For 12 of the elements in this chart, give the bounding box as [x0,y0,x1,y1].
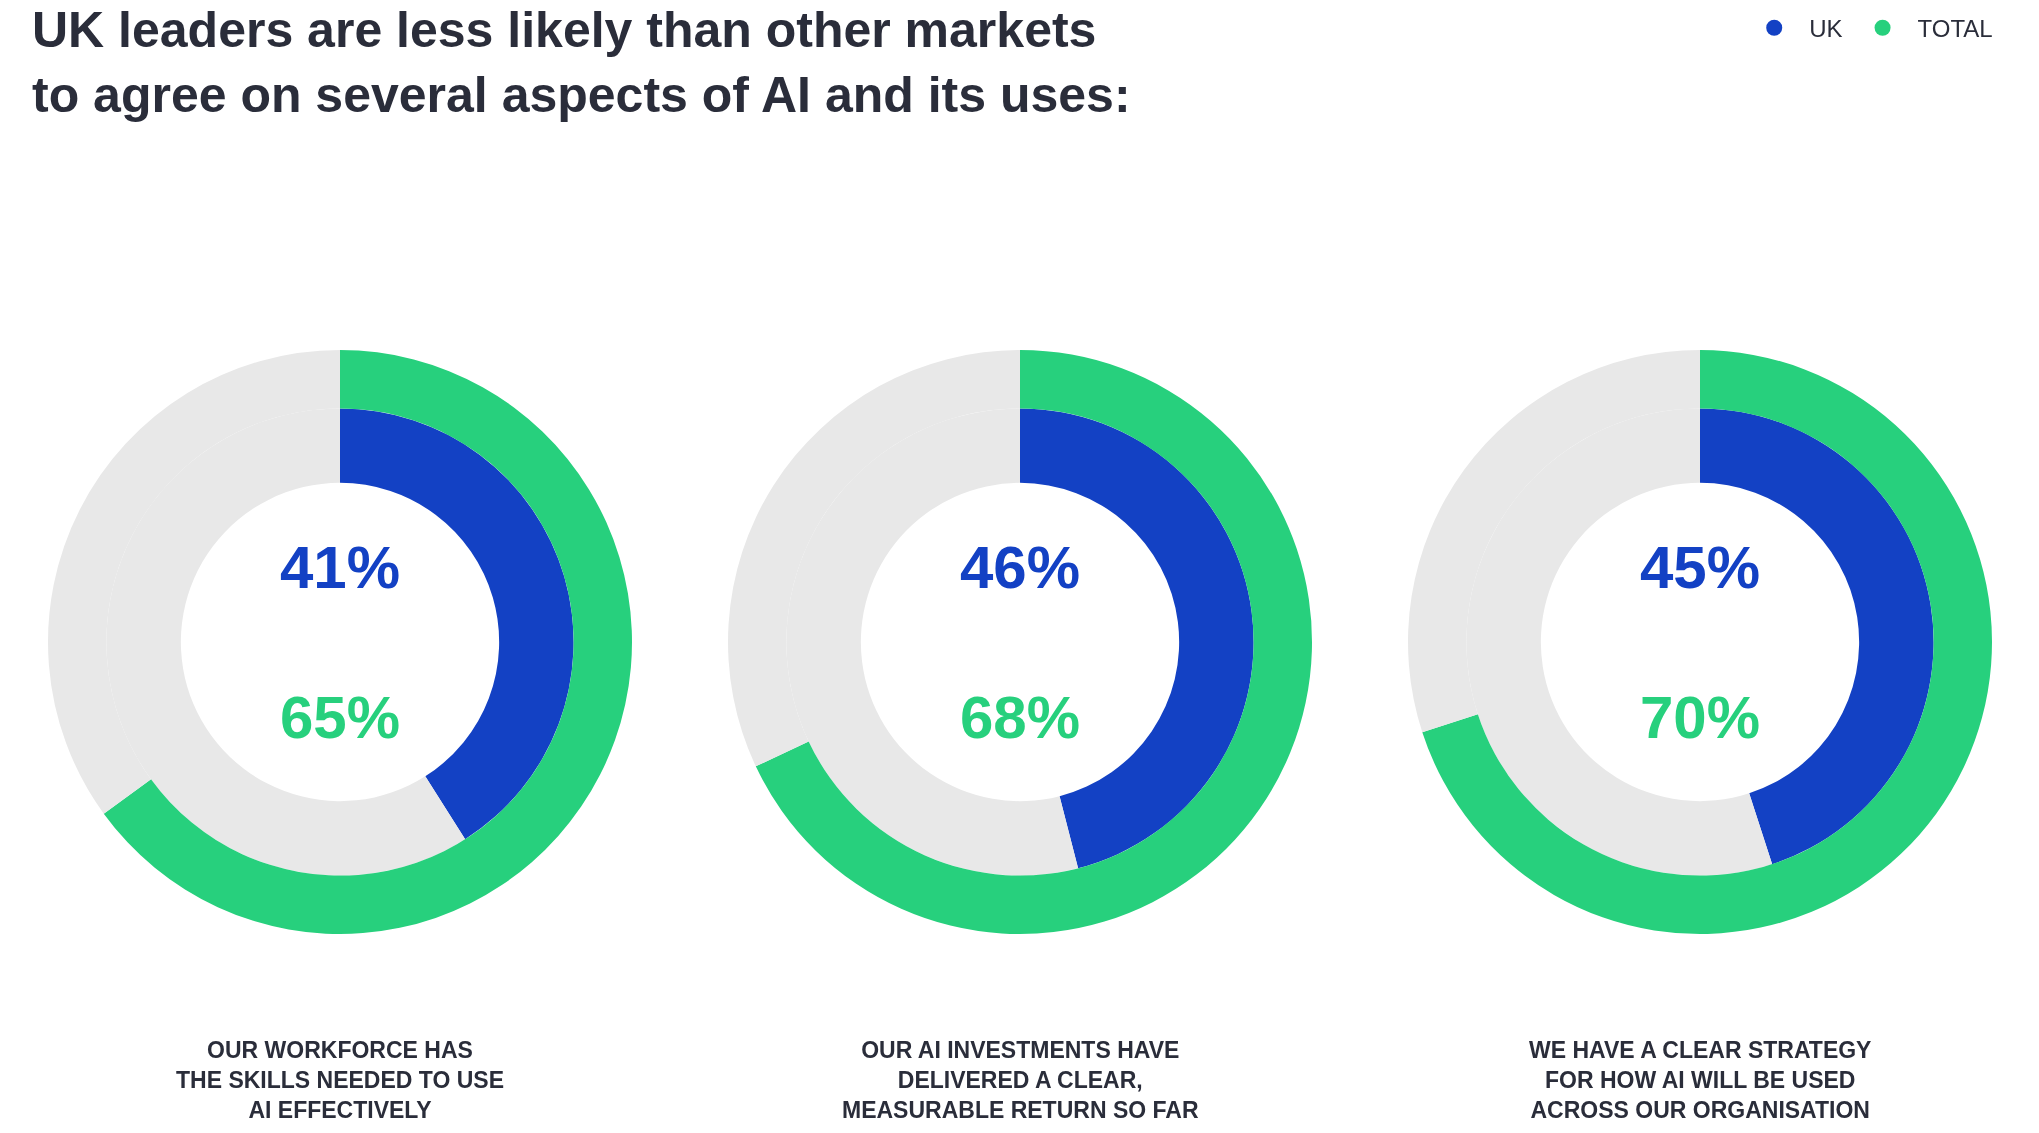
legend-label: UK [1809,15,1843,43]
chart-title: UK leaders are less likely than other markets to agree on several aspects of AI and its uses: [32,2,1131,123]
data-label: 70% [1640,684,1761,751]
data-label: 45% [1640,534,1761,601]
text: WE HAVE A CLEAR STRATEGY FOR HOW AI WILL BE USED ACROSS OUR ORGANISATION [1529,1037,1872,1123]
text: OUR AI INVESTMENTS HAVE DELIVERED A CLEAR, MEASURABLE RETURN SO FAR [842,1037,1199,1123]
data-label: 46% [960,534,1081,601]
data-label: 65% [280,684,401,751]
legend-label: TOTAL [1917,15,1993,43]
data-label: 41% [280,534,401,601]
data-label: 68% [960,684,1081,751]
text: OUR WORKFORCE HAS THE SKILLS NEEDED TO USE AI EFFECTIVELY [176,1037,505,1123]
